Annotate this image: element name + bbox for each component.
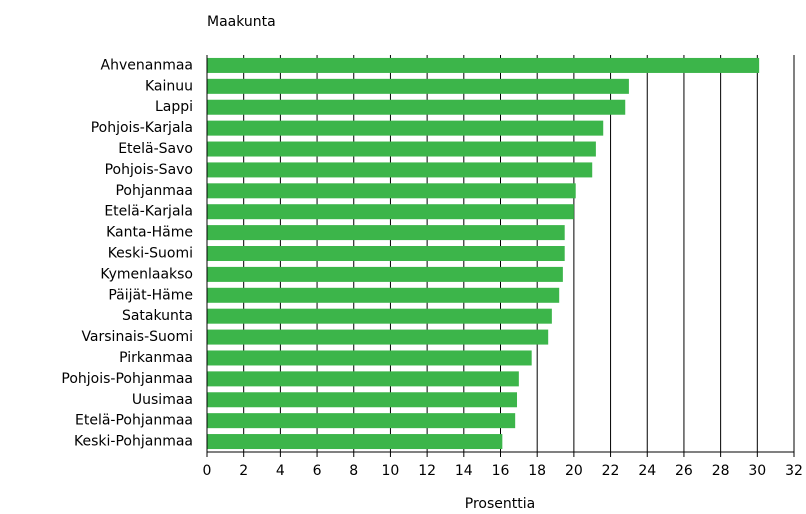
x-tick-label: 28 [712,463,730,479]
y-tick-label: Keski-Pohjanmaa [74,434,193,450]
y-tick-label: Pohjois-Pohjanmaa [61,371,193,387]
y-tick-label: Kymenlaakso [100,266,193,282]
x-tick-label: 14 [455,463,473,479]
x-tick-label: 0 [203,463,212,479]
bar [207,287,560,303]
x-tick-label: 32 [785,463,803,479]
bar [207,183,576,199]
x-tick-label: 20 [565,463,583,479]
y-tick-label: Pohjois-Savo [105,162,193,178]
bar [207,57,760,73]
bar [207,204,574,220]
y-tick-label: Pohjois-Karjala [91,120,193,136]
bar [207,371,519,387]
x-tick-label: 4 [276,463,285,479]
x-tick-label: 24 [638,463,656,479]
bar [207,392,518,408]
y-tick-label: Kainuu [145,78,193,94]
y-tick-label: Pirkanmaa [119,350,193,366]
bar [207,246,565,261]
x-tick-label: 2 [239,463,248,479]
y-axis-label: Maakunta [207,14,276,30]
bar [207,225,565,241]
y-tick-label: Varsinais-Suomi [81,329,193,345]
x-tick-label: 30 [748,463,766,479]
y-tick-label: Päijät-Häme [108,287,193,303]
y-tick-label: Etelä-Pohjanmaa [75,413,193,429]
x-tick-label: 10 [382,463,400,479]
bar [207,434,503,450]
y-tick-label: Uusimaa [132,392,193,408]
x-tick-label: 22 [602,463,620,479]
x-axis-label: Prosenttia [465,496,535,512]
x-tick-label: 16 [492,463,510,479]
y-tick-label: Satakunta [122,308,193,324]
bar [207,99,626,115]
bar [207,350,532,366]
x-tick-label: 18 [528,463,546,479]
bar [207,162,593,178]
y-tick-label: Kanta-Häme [106,225,193,241]
y-tick-label: Etelä-Savo [118,141,193,157]
y-tick-label: Lappi [155,99,193,115]
x-tick-label: 8 [349,463,358,479]
y-tick-label: Keski-Suomi [108,246,193,262]
x-tick-label: 6 [313,463,322,479]
bar [207,308,552,324]
bar [207,266,563,282]
y-tick-label: Etelä-Karjala [104,204,193,220]
bar [207,329,549,345]
y-tick-label: Pohjanmaa [115,183,193,199]
bar [207,141,596,157]
bar [207,120,604,136]
y-tick-label: Ahvenanmaa [101,57,193,73]
x-tick-label: 26 [675,463,693,479]
bar [207,413,516,429]
x-tick-label: 12 [418,463,436,479]
bar [207,78,629,94]
